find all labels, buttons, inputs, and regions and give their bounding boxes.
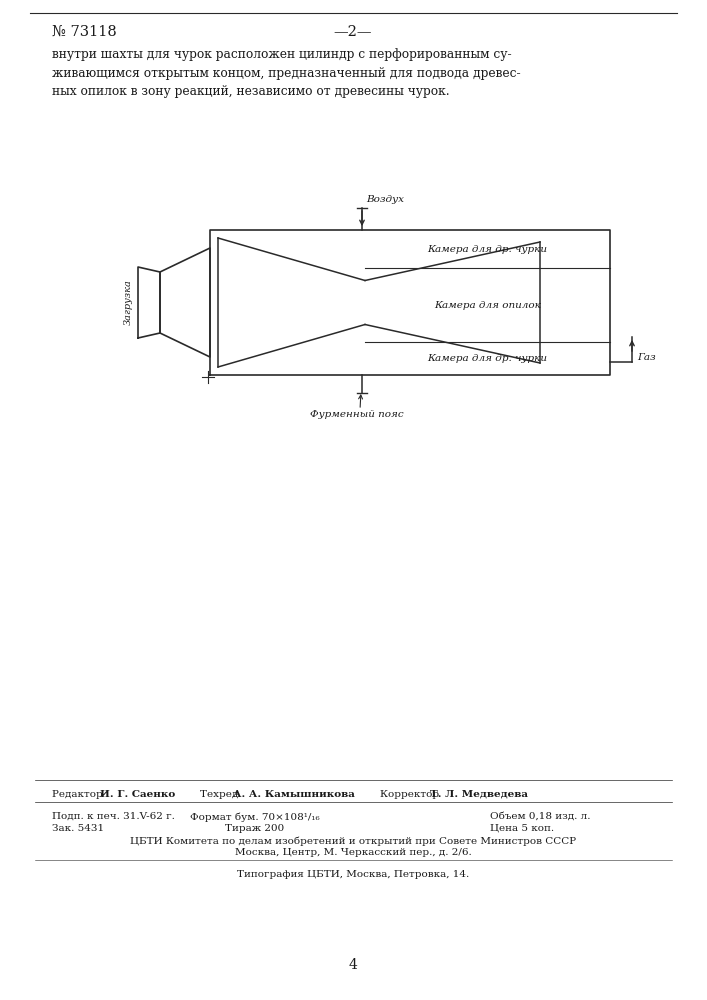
Text: Формат бум. 70×108¹/₁₆: Формат бум. 70×108¹/₁₆	[190, 812, 320, 822]
Text: Т. Л. Медведева: Т. Л. Медведева	[430, 790, 528, 799]
Text: Воздух: Воздух	[366, 195, 404, 204]
Text: Объем 0,18 изд. л.: Объем 0,18 изд. л.	[490, 812, 590, 821]
Text: Техред: Техред	[200, 790, 242, 799]
Text: Тираж 200: Тираж 200	[226, 824, 285, 833]
Text: Редактор: Редактор	[52, 790, 106, 799]
Text: И. Г. Саенко: И. Г. Саенко	[100, 790, 175, 799]
Text: 4: 4	[349, 958, 358, 972]
Text: № 73118: № 73118	[52, 25, 117, 39]
Text: Камера для др. чурки: Камера для др. чурки	[428, 354, 547, 363]
Text: Подп. к печ. 31.V-62 г.: Подп. к печ. 31.V-62 г.	[52, 812, 175, 821]
Text: Типография ЦБТИ, Москва, Петровка, 14.: Типография ЦБТИ, Москва, Петровка, 14.	[237, 870, 469, 879]
Text: Камера для др. чурки: Камера для др. чурки	[428, 244, 547, 253]
Text: Газ: Газ	[637, 353, 655, 361]
Text: Фурменный пояс: Фурменный пояс	[310, 410, 404, 419]
Text: ЦБТИ Комитета по делам изобретений и открытий при Совете Министров СССР: ЦБТИ Комитета по делам изобретений и отк…	[130, 836, 576, 846]
Text: Цена 5 коп.: Цена 5 коп.	[490, 824, 554, 833]
Text: А. А. Камышникова: А. А. Камышникова	[233, 790, 355, 799]
Text: Загрузка: Загрузка	[124, 280, 132, 325]
Text: —2—: —2—	[334, 25, 373, 39]
Text: Корректор: Корректор	[380, 790, 443, 799]
Text: Зак. 5431: Зак. 5431	[52, 824, 104, 833]
Text: Москва, Центр, М. Черкасский пер., д. 2/6.: Москва, Центр, М. Черкасский пер., д. 2/…	[235, 848, 472, 857]
Text: Камера для опилок: Камера для опилок	[434, 300, 541, 310]
Text: внутри шахты для чурок расположен цилиндр с перфорированным су-
живающимся откры: внутри шахты для чурок расположен цилинд…	[52, 48, 520, 98]
